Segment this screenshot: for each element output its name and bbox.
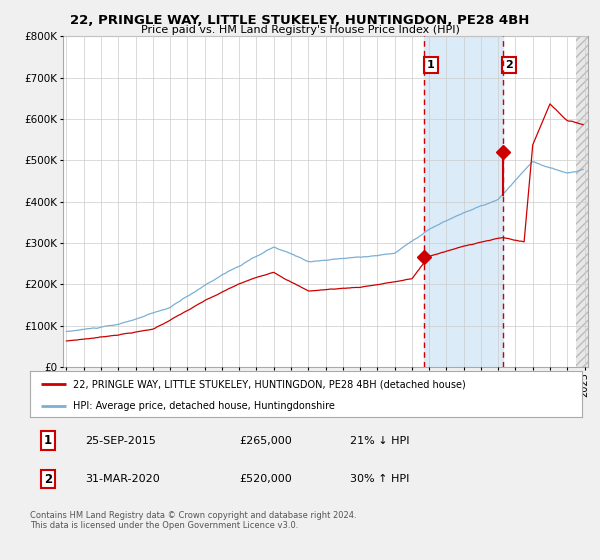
- Text: 1: 1: [427, 60, 435, 71]
- Text: HPI: Average price, detached house, Huntingdonshire: HPI: Average price, detached house, Hunt…: [73, 401, 335, 410]
- Text: 31-MAR-2020: 31-MAR-2020: [85, 474, 160, 484]
- Text: 25-SEP-2015: 25-SEP-2015: [85, 436, 156, 446]
- Text: 30% ↑ HPI: 30% ↑ HPI: [350, 474, 410, 484]
- Bar: [576, 0, 600, 367]
- Text: Price paid vs. HM Land Registry's House Price Index (HPI): Price paid vs. HM Land Registry's House …: [140, 25, 460, 35]
- Bar: [424, 36, 503, 367]
- Text: Contains HM Land Registry data © Crown copyright and database right 2024.
This d: Contains HM Land Registry data © Crown c…: [30, 511, 356, 530]
- Text: 22, PRINGLE WAY, LITTLE STUKELEY, HUNTINGDON, PE28 4BH: 22, PRINGLE WAY, LITTLE STUKELEY, HUNTIN…: [70, 14, 530, 27]
- Text: 22, PRINGLE WAY, LITTLE STUKELEY, HUNTINGDON, PE28 4BH (detached house): 22, PRINGLE WAY, LITTLE STUKELEY, HUNTIN…: [73, 379, 466, 389]
- Text: 1: 1: [44, 435, 52, 447]
- Text: £265,000: £265,000: [240, 436, 293, 446]
- Text: 2: 2: [505, 60, 513, 71]
- Text: 2: 2: [44, 473, 52, 486]
- Text: £520,000: £520,000: [240, 474, 293, 484]
- Text: 21% ↓ HPI: 21% ↓ HPI: [350, 436, 410, 446]
